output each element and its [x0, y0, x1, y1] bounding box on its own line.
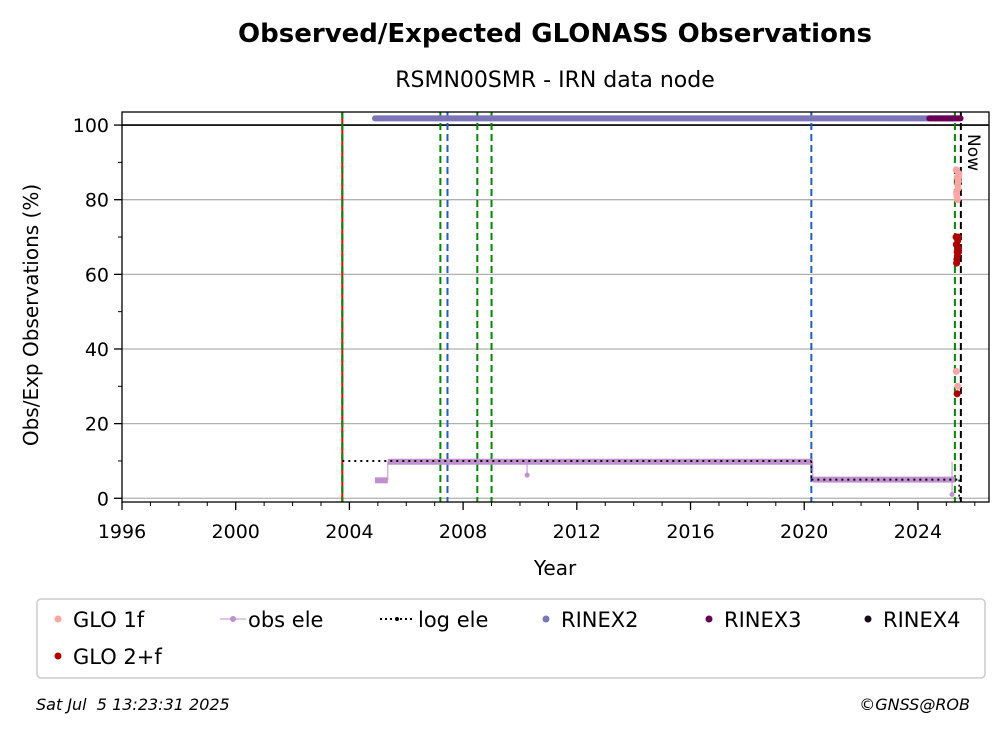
series-glo-1f-point — [955, 173, 963, 181]
y-tick-label: 60 — [85, 264, 109, 286]
x-tick-label: 1996 — [98, 521, 146, 543]
legend-marker-dot-log-ele — [395, 617, 399, 621]
y-tick-label: 80 — [85, 190, 109, 212]
legend-label-obs-ele: obs ele — [248, 608, 323, 632]
footer-timestamp: Sat Jul 5 13:23:31 2025 — [36, 695, 230, 714]
series-glo-1f-point — [954, 185, 962, 193]
legend-label-glo-2-f: GLO 2+f — [73, 645, 162, 669]
legend-marker-dot-obs-ele — [230, 616, 236, 622]
y-tick-label: 20 — [85, 414, 109, 436]
legend-label-rinex4: RINEX4 — [883, 608, 961, 632]
legend-label-rinex2: RINEX2 — [561, 608, 639, 632]
legend-marker-rinex3 — [705, 615, 713, 623]
x-tick-label: 2000 — [212, 521, 260, 543]
legend-marker-rinex4 — [864, 615, 872, 623]
x-tick-label: 2024 — [894, 521, 942, 543]
chart-title: Observed/Expected GLONASS Observations — [238, 19, 872, 49]
legend: GLO 1f obs ele log ele RINEX2 RINEX3 RINEX4 GL… — [36, 598, 986, 679]
now-label: Now — [963, 134, 983, 171]
y-tick-label: 100 — [73, 115, 109, 137]
legend-marker-rinex2 — [542, 615, 550, 623]
legend-label-rinex3: RINEX3 — [724, 608, 802, 632]
series-obs-ele-point — [949, 492, 955, 498]
y-axis-label: Obs/Exp Observations (%) — [19, 184, 43, 446]
x-tick-label: 2020 — [780, 521, 828, 543]
plot-frame — [121, 111, 990, 503]
x-tick-label: 2008 — [439, 521, 487, 543]
legend-marker-glo-1f — [54, 615, 62, 623]
y-tick-label: 40 — [85, 339, 109, 361]
series-glo-1f-point — [954, 382, 962, 390]
series-glo-1f-point — [952, 367, 960, 375]
x-tick-label: 2012 — [553, 521, 601, 543]
series-glo-1f-point — [953, 192, 961, 200]
plot-area: Now 1996 2000 2004 2008 2012 2016 2020 2024 0 20 40… — [73, 111, 990, 543]
legend-frame — [36, 598, 986, 679]
x-tick-label: 2004 — [325, 521, 373, 543]
series-glo-2-f-point — [953, 390, 961, 398]
plot-inner — [122, 112, 989, 502]
series-obs-ele-point — [524, 472, 530, 478]
chart-subtitle: RSMN00SMR - IRN data node — [395, 68, 715, 93]
x-axis-label: Year — [533, 556, 577, 580]
series-glo-2-f-point — [952, 240, 960, 248]
legend-label-log-ele: log ele — [418, 608, 488, 632]
legend-label-glo-1f: GLO 1f — [73, 608, 145, 632]
y-tick-label: 0 — [97, 488, 109, 510]
series-glo-2-f-point — [954, 233, 962, 241]
x-tick-label: 2016 — [666, 521, 714, 543]
series-glo-2-f-point — [953, 259, 961, 267]
legend-marker-glo-2-f — [54, 652, 62, 660]
series-glo-2-f-point — [955, 248, 963, 256]
footer-credit: ©GNSS@ROB — [859, 695, 970, 714]
